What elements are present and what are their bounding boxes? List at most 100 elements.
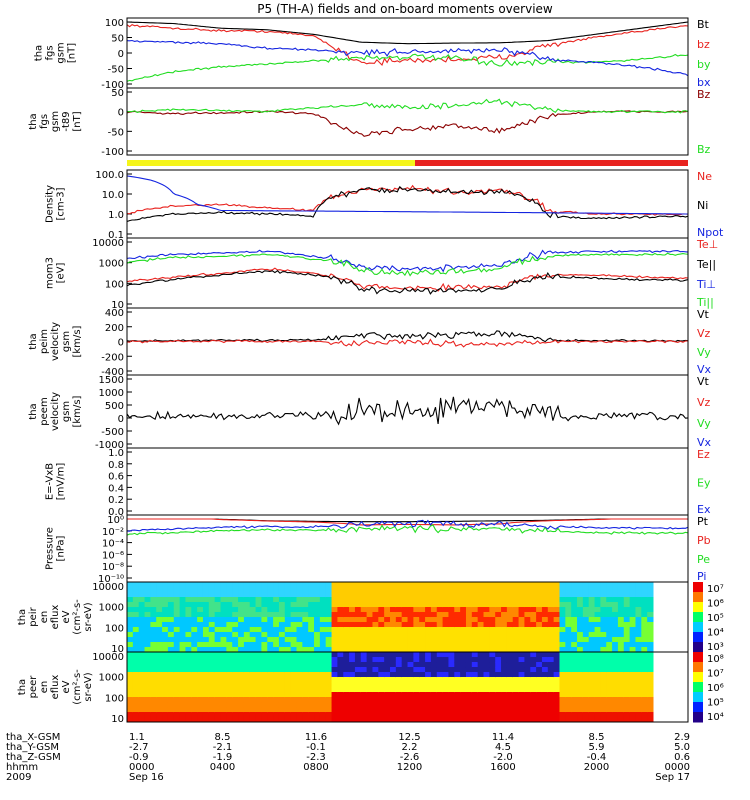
colorbar-label: 10⁴ [707, 712, 724, 723]
spectrogram-cell [314, 682, 321, 688]
spectrogram-cell [629, 637, 636, 643]
spectrogram-cell [629, 662, 636, 668]
spectrogram-cell [255, 622, 262, 628]
spectrogram-cell [296, 657, 303, 663]
spectrogram-cell [559, 657, 566, 663]
spectrogram-cell [378, 707, 385, 713]
spectrogram-cell [132, 612, 140, 618]
spectrogram-cell [220, 712, 227, 718]
spectrogram-cell [290, 692, 297, 698]
spectrogram-cell [506, 612, 514, 618]
spectrogram-cell [191, 642, 198, 648]
spectrogram-cell [243, 632, 251, 638]
spectrogram-cell [565, 637, 572, 643]
spectrogram-cell [442, 682, 449, 688]
spectrogram-cell [518, 622, 525, 628]
spectrogram-cell [577, 612, 584, 618]
spectrogram-cell [588, 627, 596, 633]
spectrogram-cell [162, 672, 169, 678]
spectrogram-cell [331, 647, 338, 653]
spectrogram-cell [343, 707, 350, 713]
legend-Pi: Pi [697, 570, 706, 583]
legend-Vy: Vy [697, 417, 711, 430]
spectrogram-cell [290, 582, 297, 588]
spectrogram-cell [594, 672, 601, 678]
spectrogram-cell [536, 652, 543, 658]
spectrogram-cell [629, 642, 636, 648]
spectrogram-cell [413, 607, 420, 613]
spectrogram-cell [197, 702, 204, 708]
spectrogram-cell [267, 702, 274, 708]
spectrogram-cell [360, 707, 368, 713]
spectrogram-cell [623, 647, 631, 653]
spectrogram-cell [185, 637, 192, 643]
spectrogram-cell [518, 647, 525, 653]
spectrogram-cell [319, 587, 327, 593]
spectrogram-cell [325, 667, 333, 673]
spectrogram-cell [629, 667, 636, 673]
spectrogram-cell [571, 682, 578, 688]
spectrogram-cell [232, 637, 239, 643]
spectrogram-cell [460, 662, 467, 668]
spectrogram-cell [465, 657, 473, 663]
spectrogram-cell [144, 662, 151, 668]
spectrogram-cell [547, 587, 555, 593]
tick-label: 50 [111, 88, 124, 99]
spectrogram-cell [255, 687, 262, 693]
spectrogram-cell [571, 602, 578, 608]
spectrogram-cell [460, 637, 467, 643]
spectrogram-cell [349, 707, 356, 713]
spectrogram-cell [185, 622, 192, 628]
footer-value: -0.4 [587, 752, 607, 763]
spectrogram-cell [594, 627, 601, 633]
spectrogram-cell [127, 597, 134, 603]
spectrogram-cell [243, 697, 251, 703]
spectrogram-cell [524, 707, 531, 713]
spectrogram-cell [273, 702, 280, 708]
spectrogram-cell [647, 672, 654, 678]
spectrogram-cell [372, 692, 379, 698]
spectrogram-cell [425, 622, 432, 628]
spectrogram-cell [243, 707, 251, 713]
spectrogram-cell [419, 642, 426, 648]
spectrogram-cell [413, 597, 420, 603]
spectrogram-cell [501, 627, 508, 633]
spectrogram-cell [267, 717, 274, 723]
spectrogram-cell [249, 702, 257, 708]
spectrogram-cell [623, 642, 631, 648]
spectrogram-cell [460, 597, 467, 603]
spectrogram-cell [577, 597, 584, 603]
spectrogram-cell [167, 712, 175, 718]
spectrogram-cell [150, 657, 157, 663]
spectrogram-cell [243, 657, 251, 663]
spectrogram-cell [349, 692, 356, 698]
spectrogram-cell [413, 662, 420, 668]
ylabel-line: [km/s] [72, 395, 83, 427]
spectrogram-cell [138, 642, 146, 648]
spectrogram-cell [547, 677, 555, 683]
spectrogram-cell [577, 647, 584, 653]
spectrogram-cell [331, 662, 338, 668]
spectrogram-cell [197, 672, 204, 678]
spectrogram-cell [530, 702, 537, 708]
spectrogram-cell [314, 587, 321, 593]
spectrogram-cell [448, 582, 455, 588]
spectrogram-cell [232, 622, 239, 628]
spectrogram-cell [349, 632, 356, 638]
ylabel-line: eV [61, 680, 72, 693]
spectrogram-cell [594, 602, 601, 608]
spectrogram-cell [173, 637, 181, 643]
spectrogram-cell [273, 607, 280, 613]
spectrogram-cell [296, 642, 303, 648]
spectrogram-cell [372, 712, 379, 718]
spectrogram-cell [349, 702, 356, 708]
spectrogram-cell [220, 717, 227, 723]
spectrogram-cell [477, 587, 485, 593]
spectrogram-cell [565, 652, 572, 658]
spectrogram-cell [179, 582, 186, 588]
tick-label: 50 [111, 34, 124, 45]
legend-Pe: Pe [697, 553, 710, 566]
spectrogram-cell [612, 687, 619, 693]
spectrogram-cell [559, 712, 566, 718]
